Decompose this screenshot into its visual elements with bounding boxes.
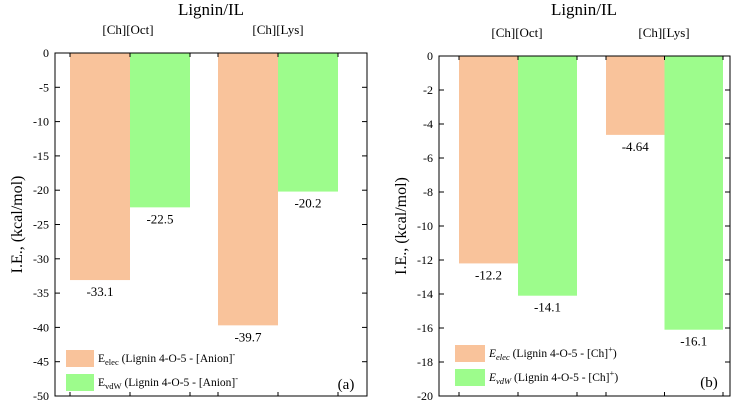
y-tick-label: -6 [423, 151, 433, 165]
y-tick-label: -4 [423, 117, 433, 131]
data-label-e-vdw-1: -16.1 [680, 334, 707, 349]
category-label: [Ch][Oct] [491, 25, 542, 40]
y-tick-label: 0 [427, 49, 433, 63]
legend-label-e-elec: Eelec (Lignin 4-O-5 - [Anion]- [98, 349, 235, 367]
y-tick-label: -20 [417, 389, 433, 403]
bar-e-vdw-0 [518, 56, 577, 296]
y-tick-label: -20 [33, 183, 49, 197]
y-tick-label: -2 [423, 83, 433, 97]
bar-e-vdw-1 [278, 53, 338, 192]
data-label-e-vdw-1: -20.2 [294, 196, 321, 211]
legend-swatch-e-elec [66, 350, 94, 367]
panel-label: (a) [338, 377, 355, 393]
y-tick-label: 0 [43, 46, 49, 60]
data-label-e-vdw-0: -14.1 [534, 300, 561, 315]
category-label: [Ch][Lys] [638, 25, 689, 40]
legend-label-e-vdw: EvdW (Lignin 4-O-5 - [Anion]- [98, 373, 238, 391]
y-tick-label: -10 [33, 115, 49, 129]
y-tick-label: -25 [33, 218, 49, 232]
legend-swatch-e-vdw [455, 369, 485, 386]
bar-e-elec-0 [70, 53, 130, 281]
y-tick-label: -12 [417, 253, 433, 267]
y-tick-label: -45 [33, 355, 49, 369]
data-label-e-elec-1: -39.7 [234, 329, 262, 344]
data-label-e-elec-0: -33.1 [86, 284, 113, 299]
y-tick-label: -30 [33, 252, 49, 266]
y-tick-label: -5 [39, 80, 49, 94]
legend-label-e-elec: Eelec (Lignin 4-O-5 - [Ch]+) [488, 344, 617, 362]
chart-title: Lignin/IL [551, 0, 617, 19]
bar-e-vdw-0 [130, 53, 190, 208]
chart-title: Lignin/IL [178, 0, 244, 19]
y-axis-title: I.E., (kcal/mol) [393, 177, 410, 275]
data-label-e-elec-0: -12.2 [475, 267, 502, 282]
y-tick-label: -35 [33, 286, 49, 300]
y-tick-label: -50 [33, 389, 49, 403]
bar-e-elec-0 [459, 56, 518, 264]
y-tick-label: -8 [423, 185, 433, 199]
y-axis-title: I.E., (kcal/mol) [9, 176, 26, 274]
category-label: [Ch][Oct] [102, 22, 153, 37]
data-label-e-elec-1: -4.64 [622, 139, 650, 154]
y-tick-label: -16 [417, 321, 433, 335]
y-tick-label: -10 [417, 219, 433, 233]
legend-swatch-e-elec [455, 345, 485, 362]
y-tick-label: -14 [417, 287, 433, 301]
bar-e-elec-1 [606, 56, 665, 135]
y-tick-label: -40 [33, 320, 49, 334]
data-label-e-vdw-0: -22.5 [146, 211, 173, 226]
panel-label: (b) [700, 375, 718, 391]
legend-swatch-e-vdw [66, 374, 94, 391]
chart-panel-b: -12.2 -14.1 [Ch][Oct] -4.64 -16.1 [Ch][Lys] 0 -… [393, 0, 731, 403]
bar-e-vdw-1 [664, 56, 723, 330]
chart-panel-a: -33.1 -22.5 [Ch][Oct] -39.7 -20.2 [Ch][Lys] 0 -… [9, 0, 368, 403]
y-tick-label: -15 [33, 149, 49, 163]
bar-e-elec-1 [218, 53, 278, 326]
legend-label-e-vdw: EvdW (Lignin 4-O-5 - [Ch]+) [488, 368, 618, 386]
y-tick-label: -18 [417, 355, 433, 369]
category-label: [Ch][Lys] [252, 22, 303, 37]
